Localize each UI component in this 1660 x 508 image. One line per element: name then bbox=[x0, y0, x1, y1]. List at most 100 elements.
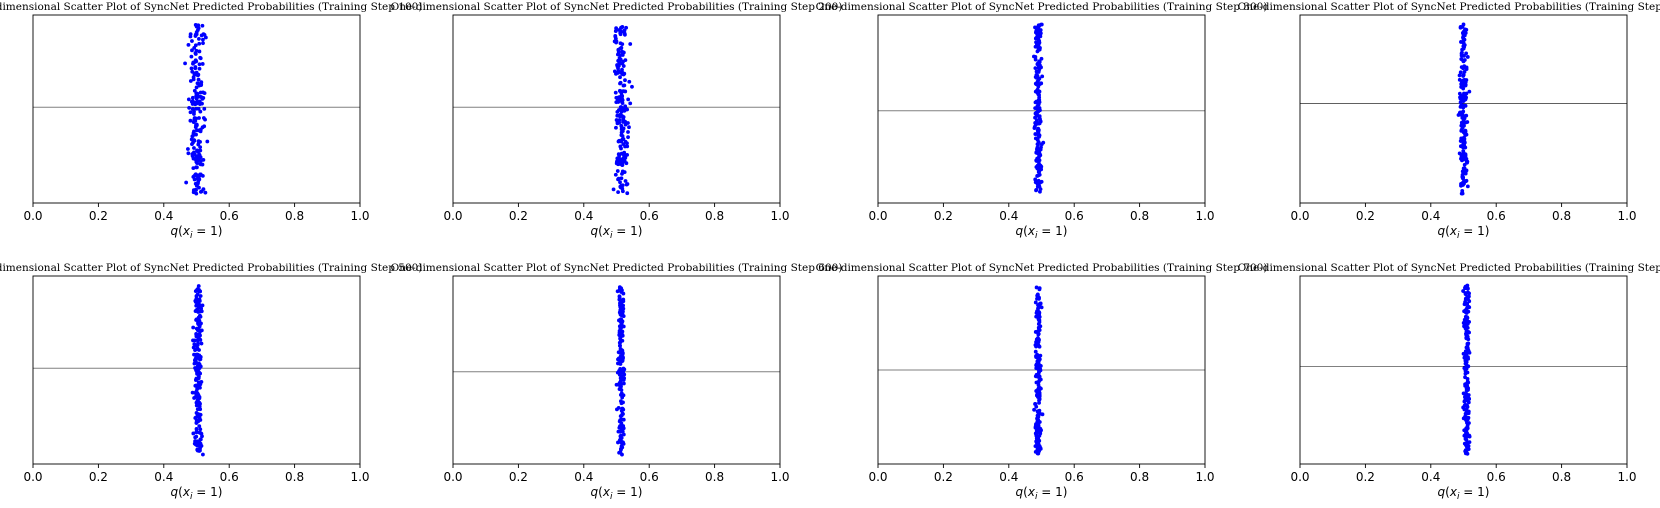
scatter-point bbox=[196, 393, 201, 398]
scatter-point bbox=[192, 129, 196, 134]
scatter-point bbox=[620, 67, 624, 72]
scatter-point bbox=[1460, 169, 1465, 174]
scatter-point bbox=[613, 90, 618, 95]
scatter-point bbox=[192, 45, 197, 50]
x-tick-label: 0.4 bbox=[1421, 209, 1440, 223]
scatter-point bbox=[1035, 166, 1040, 171]
scatter-point bbox=[613, 33, 618, 38]
scatter-point bbox=[1462, 144, 1466, 149]
scatter-point bbox=[201, 187, 206, 192]
axes-frame bbox=[32, 14, 361, 204]
scatter-point bbox=[191, 60, 196, 65]
x-tick-label: 1.0 bbox=[1617, 209, 1636, 223]
scatter-point bbox=[194, 70, 199, 75]
x-tick-label: 0.4 bbox=[574, 209, 593, 223]
scatter-point bbox=[1464, 426, 1469, 431]
scatter-point bbox=[193, 52, 198, 56]
scatter-point bbox=[198, 355, 203, 359]
x-tick-label: 0.4 bbox=[154, 209, 173, 223]
scatter-point bbox=[1036, 24, 1041, 29]
panel-7: One-dimensional Scatter Plot of SyncNet … bbox=[816, 262, 1268, 502]
scatter-point bbox=[203, 35, 208, 40]
scatter-point bbox=[1457, 73, 1462, 78]
scatter-point bbox=[1459, 127, 1464, 132]
scatter-point bbox=[1458, 100, 1463, 105]
scatter-point bbox=[201, 90, 205, 95]
scatter-point bbox=[197, 404, 202, 409]
scatter-point bbox=[188, 79, 193, 83]
scatter-point bbox=[1460, 113, 1465, 118]
scatter-point bbox=[1035, 142, 1040, 147]
x-tick-label: 0.6 bbox=[640, 209, 659, 223]
scatter-point bbox=[1033, 177, 1038, 182]
scatter-point bbox=[186, 151, 191, 156]
scatter-point bbox=[191, 325, 196, 330]
scatter-point bbox=[1464, 331, 1468, 336]
scatter-point bbox=[186, 97, 191, 102]
scatter-point bbox=[198, 148, 203, 153]
x-tick-label: 0.4 bbox=[574, 470, 593, 484]
scatter-point bbox=[198, 364, 203, 369]
scatter-point bbox=[191, 140, 195, 145]
scatter-point bbox=[618, 80, 623, 85]
scatter-point bbox=[1467, 89, 1472, 94]
scatter-point bbox=[628, 42, 633, 46]
scatter-point bbox=[615, 120, 620, 124]
scatter-point bbox=[1036, 380, 1041, 384]
scatter-point bbox=[193, 390, 197, 395]
scatter-point bbox=[619, 325, 624, 330]
scatter-point bbox=[200, 62, 205, 66]
x-tick-label: 0.8 bbox=[1552, 470, 1571, 484]
scatter-point bbox=[1034, 439, 1039, 444]
scatter-point bbox=[614, 382, 619, 387]
scatter-point bbox=[1462, 37, 1467, 42]
scatter-point bbox=[188, 118, 193, 123]
scatter-point bbox=[196, 139, 201, 144]
scatter-point bbox=[1035, 436, 1040, 440]
scatter-point bbox=[1462, 309, 1466, 314]
scatter-point bbox=[194, 307, 199, 312]
scatter-point bbox=[194, 403, 199, 408]
scatter-point bbox=[1035, 61, 1040, 66]
x-tick-label: 0.2 bbox=[89, 470, 108, 484]
scatter-point bbox=[193, 58, 198, 63]
panel-title: One-dimensional Scatter Plot of SyncNet … bbox=[816, 1, 1268, 13]
axes-frame bbox=[1299, 275, 1628, 465]
x-tick-label: 0.2 bbox=[509, 470, 528, 484]
scatter-point bbox=[1034, 432, 1039, 436]
panel-5: One-dimensional Scatter Plot of SyncNet … bbox=[0, 262, 422, 502]
scatter-point bbox=[1036, 84, 1041, 89]
scatter-point bbox=[627, 79, 632, 84]
scatter-point bbox=[1464, 324, 1469, 329]
scatter-point bbox=[1461, 58, 1465, 63]
scatter-point bbox=[616, 429, 621, 434]
scatter-point bbox=[201, 41, 205, 46]
scatter-point bbox=[624, 25, 629, 30]
scatter-point bbox=[618, 144, 623, 149]
scatter-point bbox=[1036, 451, 1041, 456]
scatter-point bbox=[1035, 145, 1040, 150]
scatter-point bbox=[1461, 176, 1465, 180]
scatter-point bbox=[1464, 345, 1469, 350]
scatter-point bbox=[192, 88, 197, 93]
scatter-point bbox=[194, 30, 199, 34]
scatter-point bbox=[1465, 403, 1469, 408]
scatter-point bbox=[1461, 118, 1466, 123]
scatter-point bbox=[200, 303, 205, 308]
scatter-point bbox=[612, 69, 617, 74]
x-tick-label: 1.0 bbox=[350, 209, 369, 223]
scatter-point bbox=[615, 169, 620, 173]
scatter-point bbox=[616, 176, 621, 181]
scatter-point bbox=[1460, 97, 1465, 102]
scatter-point bbox=[195, 287, 200, 292]
scatter-point bbox=[193, 118, 198, 123]
scatter-point bbox=[621, 381, 626, 386]
scatter-point bbox=[194, 101, 199, 106]
scatter-point bbox=[1462, 366, 1467, 371]
scatter-point bbox=[1040, 74, 1045, 79]
scatter-point bbox=[1465, 397, 1470, 402]
scatter-point bbox=[618, 180, 622, 185]
scatter-point bbox=[200, 434, 204, 439]
scatter-point bbox=[190, 69, 195, 74]
x-tick-label: 0.8 bbox=[285, 470, 304, 484]
